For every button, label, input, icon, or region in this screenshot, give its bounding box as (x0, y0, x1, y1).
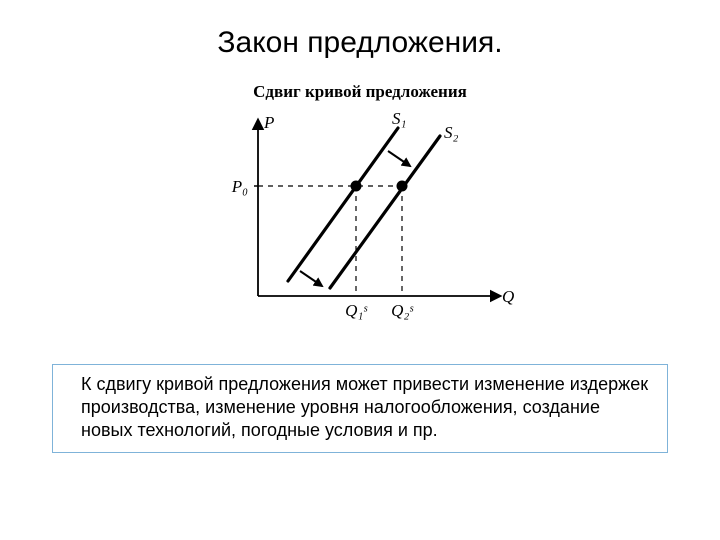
svg-text:P₀: P₀ (231, 177, 248, 196)
svg-text:S₂: S₂ (444, 123, 459, 142)
svg-text:Q₂ˢ: Q₂ˢ (391, 301, 414, 320)
explanation-box: К сдвигу кривой предложения может привес… (52, 364, 668, 453)
page-title: Закон предложения. (0, 0, 720, 60)
supply-chart: P Q P₀ S₁ S₂ Q₁ˢ Q₂ˢ (200, 106, 520, 336)
svg-text:Q₁ˢ: Q₁ˢ (345, 301, 368, 320)
explanation-text: К сдвигу кривой предложения может привес… (81, 373, 655, 442)
chart-title: Сдвиг кривой предложения (190, 82, 530, 102)
chart-container: Сдвиг кривой предложения P Q P₀ S₁ S₂ Q₁ˢ Q₂ˢ (190, 82, 530, 336)
svg-text:S₁: S₁ (392, 109, 406, 128)
svg-text:Q: Q (502, 287, 514, 306)
svg-text:P: P (263, 113, 274, 132)
